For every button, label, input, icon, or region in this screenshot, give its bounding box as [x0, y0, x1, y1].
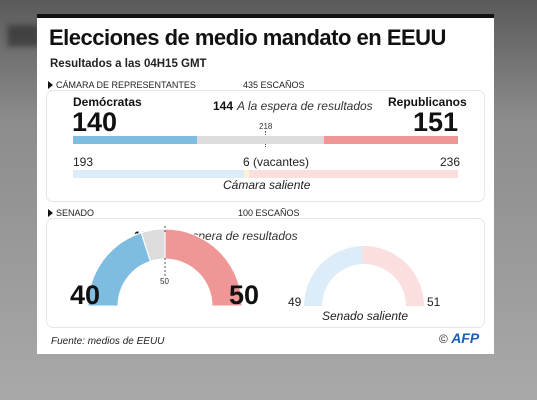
- senate-section-label: SENADO: [48, 208, 94, 218]
- afp-credit: © AFP: [439, 330, 479, 346]
- house-dem-label: Demócratas: [73, 95, 142, 109]
- house-outgoing-rep: 236: [440, 155, 461, 169]
- house-bar-pending: [196, 136, 325, 144]
- house-pending-text: A la espera de resultados: [237, 99, 373, 113]
- house-bar-rep: [324, 136, 458, 144]
- house-rep-label: Republicanos: [388, 95, 467, 109]
- house-dem-value: 140: [72, 107, 118, 137]
- house-majority-label: 218: [259, 122, 273, 131]
- house-section-label: CÁMARA DE REPRESENTANTES: [48, 80, 196, 90]
- senate-outgoing-rep: 51: [427, 295, 441, 309]
- top-rule: [37, 14, 494, 18]
- house-seats-label: 435 ESCAÑOS: [243, 80, 305, 90]
- house-outgoing-label: Cámara saliente: [223, 178, 311, 192]
- senate-seats-label: 100 ESCAÑOS: [238, 208, 300, 218]
- senate-outgoing-label: Senado saliente: [322, 309, 409, 323]
- house-pending-count: 144: [213, 99, 234, 113]
- copyright-symbol: ©: [439, 332, 448, 346]
- senate-rep-value: 50: [229, 280, 260, 310]
- chart-title: Elecciones de medio mandato en EEUU: [49, 25, 446, 50]
- house-outgoing-bar-vacant: [243, 170, 250, 178]
- senate-arc-rep: [164, 228, 243, 307]
- house-outgoing-dem: 193: [73, 155, 94, 169]
- senate-outgoing-dem: 49: [288, 295, 302, 309]
- house-outgoing-bar-dem: [73, 170, 244, 178]
- senate-separator-0: [141, 235, 151, 259]
- house-outgoing-bar-rep: [249, 170, 458, 178]
- infographic-card: Elecciones de medio mandato en EEUU Resu…: [37, 14, 494, 354]
- house-rep-value: 151: [413, 107, 459, 137]
- house-outgoing-vacant: 6 (vacantes): [243, 155, 310, 169]
- afp-logo: AFP: [451, 330, 480, 346]
- senate-majority-label: 50: [160, 277, 169, 286]
- senate-dem-value: 40: [70, 280, 101, 310]
- triangle-icon: [48, 81, 53, 89]
- house-bar-dem: [73, 136, 197, 144]
- chart-subtitle: Resultados a las 04H15 GMT: [50, 58, 207, 70]
- house-pending: 144 A la espera de resultados: [213, 99, 373, 113]
- senate-charts: [87, 226, 424, 307]
- source-note: Fuente: medios de EEUU: [51, 336, 165, 347]
- senate-outgoing-arc-dem: [304, 246, 363, 306]
- senate-outgoing-arc-rep: [362, 246, 424, 306]
- triangle-icon: [48, 209, 53, 217]
